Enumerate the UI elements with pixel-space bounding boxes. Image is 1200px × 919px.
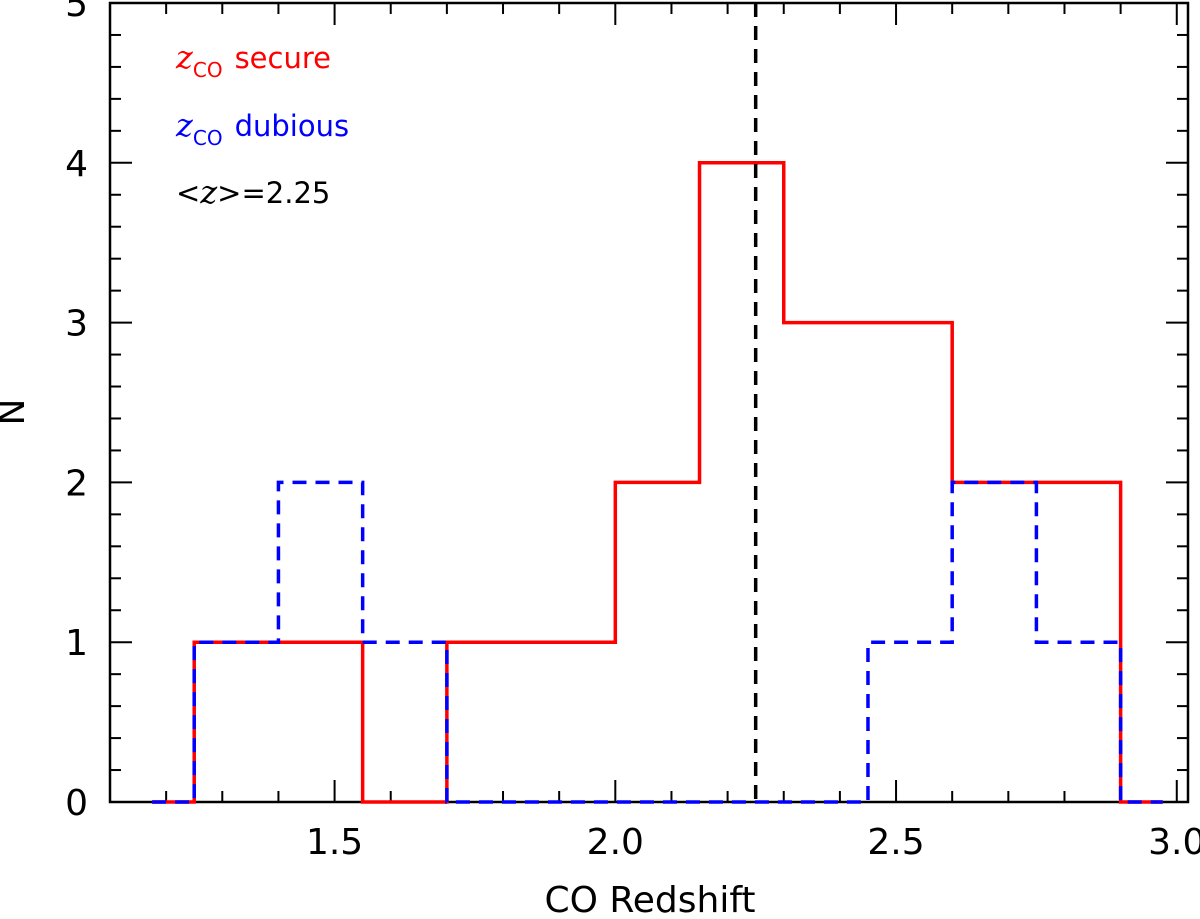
y-tick-label: 2 (65, 463, 88, 504)
y-tick-label: 5 (65, 0, 88, 25)
series-dubious-step-line (152, 480, 1163, 804)
x-axis-title: CO Redshift (544, 880, 755, 919)
legend-dubious-label: dubious (235, 109, 350, 143)
legend-dubious-subscript: CO (193, 126, 223, 150)
legend-entry-dubious: zCO dubious (175, 106, 349, 150)
tick-marks: 1.5 2.0 2.5 3.0 0 1 2 3 4 5 (65, 0, 1200, 863)
legend-mean-prefix: < (176, 176, 200, 210)
legend-dubious-symbol: z (175, 106, 194, 144)
x-tick-label: 1.5 (306, 822, 363, 863)
x-tick-label: 2.0 (587, 822, 644, 863)
x-tick-label: 2.5 (867, 822, 924, 863)
legend-secure-symbol: z (175, 38, 194, 76)
legend-mean-symbol: z (199, 173, 218, 211)
y-axis-title: N (0, 399, 33, 426)
legend-mean-suffix: >=2.25 (217, 176, 330, 210)
x-tick-label: 3.0 (1148, 822, 1200, 863)
legend-mean-value: <z>=2.25 (176, 173, 330, 211)
data-series (152, 3, 1163, 804)
legend-entry-secure: zCO secure (175, 38, 331, 82)
legend-secure-label: secure (235, 41, 331, 75)
legend-secure-subscript: CO (193, 58, 223, 82)
y-tick-label: 1 (65, 623, 88, 664)
y-tick-label: 0 (65, 783, 88, 824)
y-tick-label: 4 (65, 144, 88, 185)
y-tick-label: 3 (65, 304, 88, 345)
legend: zCO secure zCO dubious <z>=2.25 (175, 38, 349, 211)
